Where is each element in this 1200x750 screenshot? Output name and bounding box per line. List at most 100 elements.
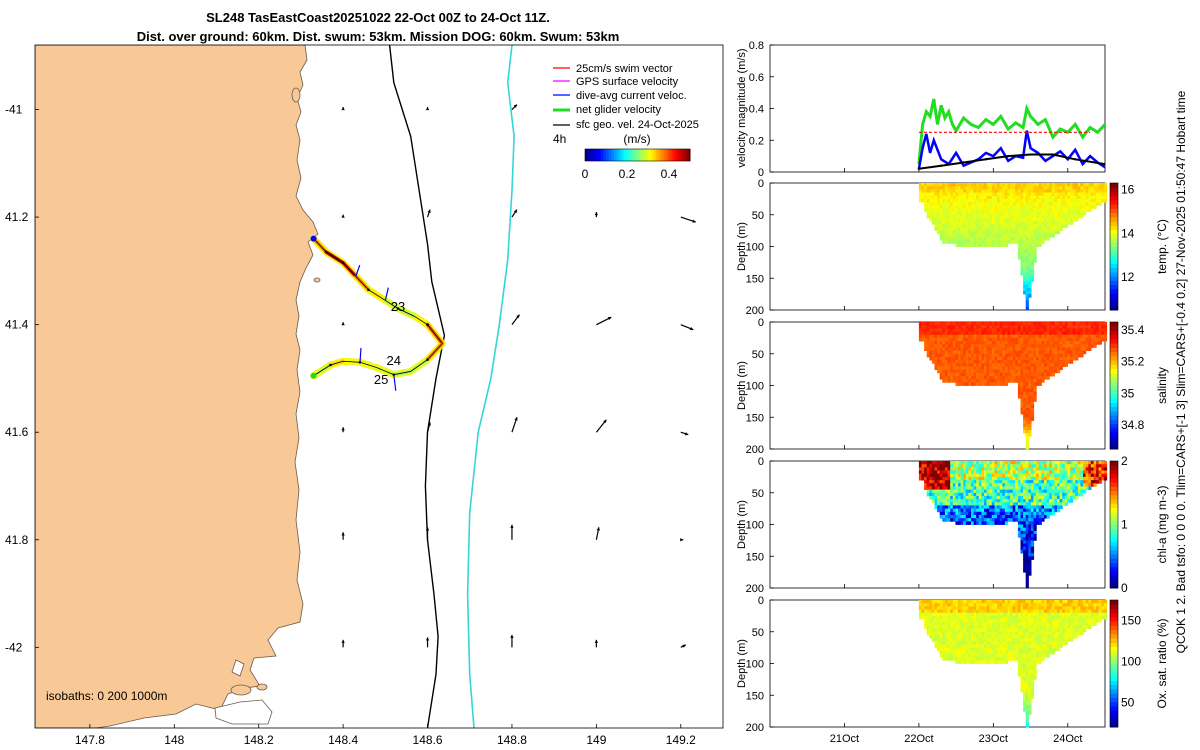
section-cell [944, 224, 949, 228]
section-cell [1020, 347, 1024, 351]
section-cell [981, 376, 985, 380]
section-cell [978, 464, 982, 468]
section-cell [1077, 337, 1081, 342]
section-cell [1023, 284, 1027, 289]
section-cell [944, 205, 949, 209]
section-cell [931, 189, 936, 193]
section-cell [937, 483, 941, 487]
section-cell [1028, 385, 1032, 390]
section-cell [963, 603, 967, 607]
section-cell [968, 211, 972, 216]
section-cell [937, 227, 941, 231]
section-cell [1015, 337, 1019, 342]
section-cell [934, 634, 938, 639]
colorbar-cell [663, 149, 667, 161]
section-cell [1002, 486, 1006, 490]
section-cell [981, 489, 985, 494]
section-cell [1028, 278, 1032, 282]
section-cell [973, 657, 977, 661]
section-cell [1103, 470, 1108, 475]
section-cell [1004, 521, 1009, 525]
section-cell [1049, 360, 1053, 364]
section-cell [960, 230, 964, 235]
section-cell [1054, 230, 1058, 235]
section-cell [976, 356, 980, 361]
section-cell [991, 495, 995, 500]
section-cell [978, 350, 982, 355]
section-cell [1070, 353, 1074, 358]
section-cell [991, 654, 995, 658]
section-cell [952, 505, 956, 509]
section-cell [999, 489, 1003, 494]
section-cell [947, 195, 951, 200]
section-cell [999, 233, 1003, 238]
section-cell [997, 341, 1001, 345]
section-cell [942, 211, 946, 216]
section-cell [1041, 379, 1045, 383]
section-cell [968, 492, 972, 497]
section-cell [1090, 195, 1095, 200]
section-cell [1059, 198, 1063, 203]
section-cell [955, 609, 959, 614]
section-cell [1010, 192, 1014, 197]
section-cell [1036, 511, 1040, 516]
section-cell [1072, 198, 1076, 203]
section-cell [960, 502, 964, 506]
section-cell [934, 202, 938, 206]
section-cell [989, 202, 993, 206]
section-cell [1007, 211, 1011, 216]
section-cell [950, 603, 954, 607]
section-cell [968, 341, 972, 345]
section-cell [965, 609, 969, 614]
section-cell [1051, 483, 1055, 487]
section-cell [1085, 476, 1089, 481]
section-cell [1051, 511, 1055, 516]
section-cell [1010, 615, 1014, 620]
section-cell [1015, 603, 1019, 607]
section-cell [978, 603, 982, 607]
section-cell [989, 641, 993, 645]
section-cell [994, 217, 998, 222]
section-cell [1088, 334, 1092, 339]
section-cell [1017, 483, 1022, 487]
section-cell [952, 353, 956, 358]
section-cell [994, 518, 998, 522]
section-cell [963, 230, 967, 235]
section-cell [947, 356, 951, 361]
section-cell [973, 217, 977, 222]
section-cell [921, 464, 925, 468]
section-cell [1033, 609, 1037, 614]
section-cell [947, 363, 951, 367]
section-cell [1015, 638, 1019, 642]
section-cell [1030, 202, 1035, 206]
section-cell [965, 233, 969, 238]
section-colorbar-cell [1110, 381, 1118, 386]
section-cell [1023, 240, 1027, 244]
section-cell [968, 467, 972, 471]
section-cell [942, 654, 946, 658]
section-cell [991, 198, 995, 203]
section-cell [958, 483, 962, 487]
section-cell [1064, 470, 1068, 475]
section-cell [1059, 353, 1063, 358]
section-cell [965, 518, 969, 522]
section-cell [1015, 186, 1019, 190]
section-cell [950, 328, 954, 332]
section-cell [1059, 464, 1063, 468]
section-cell [1062, 489, 1066, 494]
section-cell [1101, 473, 1105, 478]
section-cell [1023, 470, 1027, 475]
section-cell [958, 606, 962, 610]
section-cell [971, 625, 975, 629]
section-cell [926, 473, 930, 478]
section-cell [1046, 369, 1050, 374]
section-cell [1017, 395, 1022, 399]
section-cell [984, 644, 988, 649]
section-cell [973, 331, 977, 336]
section-cell [1033, 366, 1037, 370]
section-cell [1038, 515, 1042, 519]
section-cell [1083, 211, 1087, 216]
section-cell [1007, 641, 1011, 645]
section-cell [1004, 224, 1009, 228]
